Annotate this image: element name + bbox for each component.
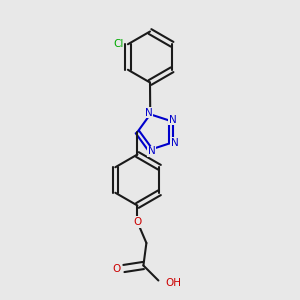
Text: N: N: [171, 138, 178, 148]
Text: O: O: [113, 263, 121, 274]
Text: O: O: [133, 217, 142, 227]
Text: N: N: [169, 115, 176, 124]
Text: N: N: [145, 108, 153, 118]
Text: Cl: Cl: [113, 39, 123, 49]
Text: OH: OH: [165, 278, 181, 289]
Text: N: N: [148, 146, 156, 156]
